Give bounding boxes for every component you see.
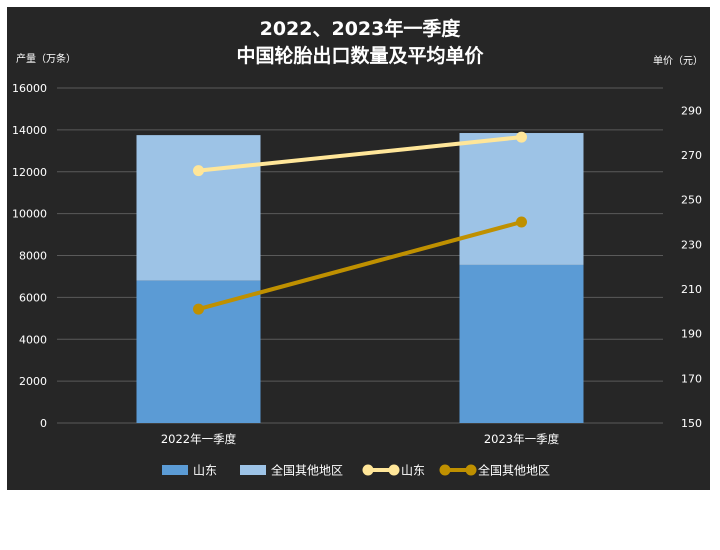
category-label: 2022年一季度 (161, 432, 237, 446)
right-tick-label: 230 (681, 238, 702, 251)
left-tick-label: 14000 (12, 124, 47, 137)
left-tick-label: 0 (40, 417, 47, 430)
legend-label: 山东 (193, 464, 217, 478)
left-tick-label: 6000 (19, 291, 47, 304)
right-tick-label: 250 (681, 194, 702, 207)
right-tick-label: 290 (681, 104, 702, 117)
right-tick-label: 210 (681, 283, 702, 296)
left-tick-label: 10000 (12, 208, 47, 221)
right-tick-label: 270 (681, 149, 702, 162)
lines (193, 131, 527, 315)
line-other-regions (196, 220, 524, 312)
left-tick-label: 4000 (19, 333, 47, 346)
line-point (193, 165, 204, 177)
legend-label: 全国其他地区 (478, 463, 550, 478)
left-tick-label: 8000 (19, 250, 47, 263)
legend-marker (388, 464, 400, 476)
right-axis-title: 单价（元） (653, 55, 703, 67)
legend-marker (439, 464, 451, 476)
bar-shandong (136, 280, 261, 423)
left-tick-label: 12000 (12, 166, 47, 179)
line-point (516, 131, 527, 143)
legend-label: 全国其他地区 (271, 463, 343, 478)
right-tick-label: 150 (681, 417, 702, 430)
category-labels: 2022年一季度 2023年一季度 (161, 432, 560, 446)
line-point (193, 303, 204, 315)
bars (136, 133, 584, 423)
line-point (516, 216, 527, 228)
legend-swatch (240, 465, 266, 475)
legend-marker (465, 464, 477, 476)
right-tick-label: 170 (681, 372, 702, 385)
bar-other-regions (459, 133, 584, 265)
bar-other-regions (136, 135, 261, 281)
category-label: 2023年一季度 (484, 432, 560, 446)
right-axis-ticks: 150 170 190 210 230 250 270 290 (681, 104, 702, 430)
left-tick-label: 2000 (19, 375, 47, 388)
legend: 山东 全国其他地区 山东 全国其他地区 (162, 463, 550, 478)
legend-label: 山东 (401, 464, 425, 478)
legend-swatch (162, 465, 188, 475)
line-shandong (196, 135, 524, 173)
left-axis-title: 产量（万条） (16, 52, 76, 65)
left-tick-label: 16000 (12, 82, 47, 95)
chart-title-line-2: 中国轮胎出口数量及平均单价 (236, 44, 484, 67)
bar-shandong (459, 264, 584, 423)
right-tick-label: 190 (681, 328, 702, 341)
left-axis-ticks: 0 2000 4000 6000 8000 10000 12000 14000 16000 (12, 82, 47, 430)
legend-marker (362, 464, 374, 476)
chart-title-line-1: 2022、2023年一季度 (260, 17, 462, 40)
